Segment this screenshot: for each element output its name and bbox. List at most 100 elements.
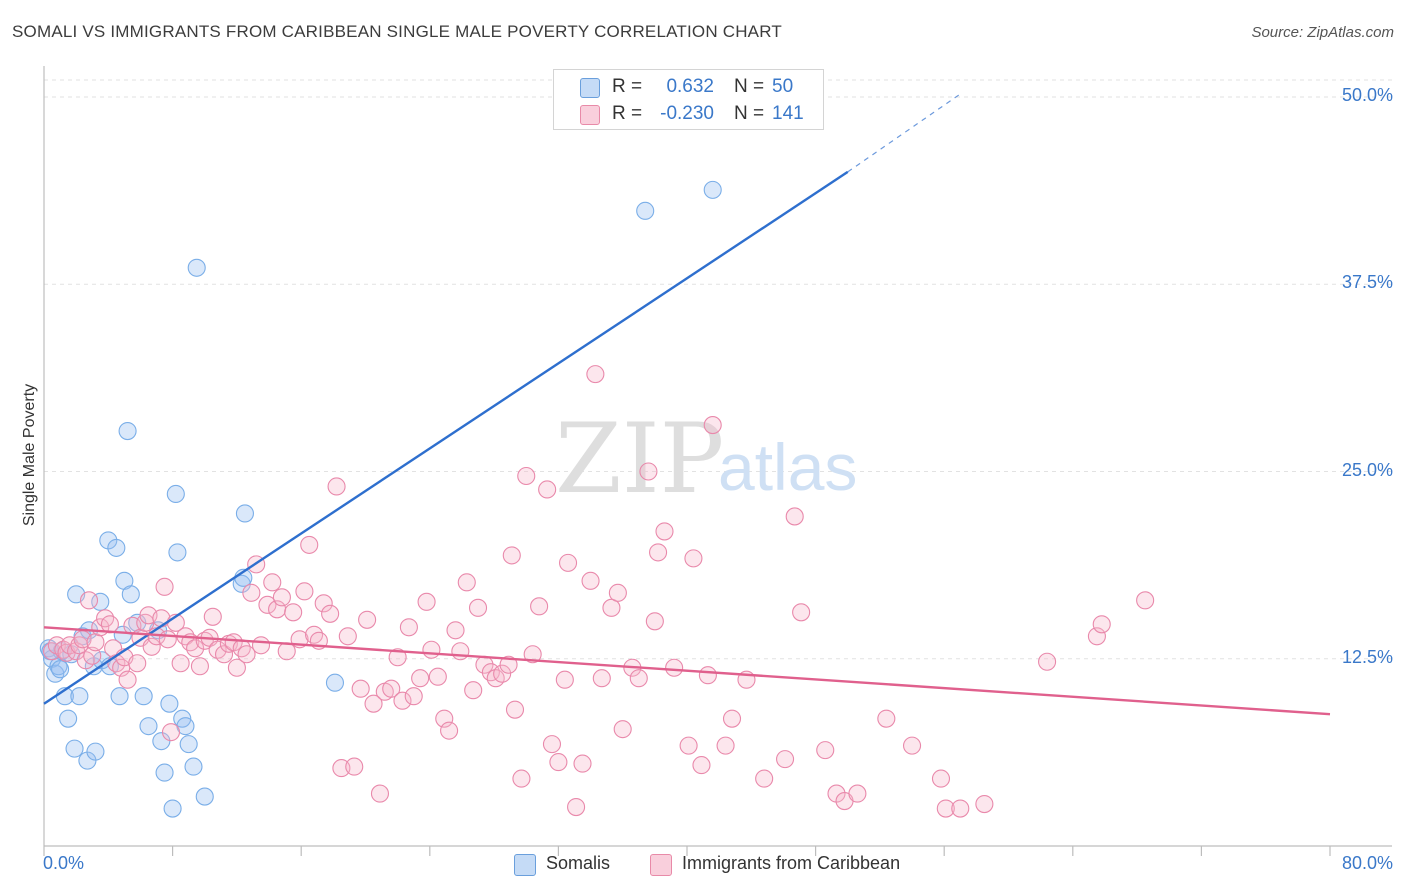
data-point — [645, 612, 664, 631]
y-tick-label: 37.5% — [1341, 272, 1393, 293]
r-label: R = — [612, 76, 643, 97]
data-point — [358, 610, 377, 629]
data-point — [792, 603, 811, 622]
data-point — [110, 687, 129, 706]
data-point — [121, 585, 140, 604]
data-point — [481, 663, 500, 682]
data-point — [1038, 652, 1057, 671]
legend-swatch-caribbean — [650, 854, 672, 876]
data-point — [592, 669, 611, 688]
data-point — [428, 667, 447, 686]
data-point — [295, 582, 314, 601]
data-point — [722, 709, 742, 728]
x-tick-label-max: 80.0% — [1341, 853, 1393, 873]
data-point — [1092, 615, 1111, 634]
data-point — [107, 538, 126, 557]
trend-line — [43, 626, 1331, 716]
data-point — [139, 717, 158, 736]
data-point — [113, 625, 132, 644]
trend-line — [43, 170, 849, 705]
data-point — [388, 648, 407, 667]
data-point — [703, 180, 722, 199]
data-point — [184, 757, 203, 776]
data-point — [166, 484, 185, 504]
data-point — [502, 546, 521, 565]
data-point — [649, 543, 668, 562]
data-point — [602, 598, 621, 617]
data-point — [505, 700, 525, 719]
chart-legend: Somalis Immigrants from Caribbean — [0, 852, 1406, 878]
data-point — [517, 466, 536, 486]
data-point — [128, 654, 147, 673]
data-point — [468, 598, 488, 617]
r-label: R = — [612, 103, 643, 124]
data-point — [404, 687, 423, 706]
r-value: 0.632 — [666, 76, 714, 97]
data-point — [65, 739, 84, 758]
data-point — [338, 627, 357, 646]
data-point — [538, 480, 557, 499]
data-point — [785, 507, 804, 526]
data-point — [629, 669, 648, 688]
data-point — [155, 763, 174, 782]
data-point — [446, 621, 465, 640]
data-point — [555, 670, 574, 689]
data-point — [263, 573, 282, 592]
data-point — [692, 756, 711, 775]
data-point — [152, 732, 171, 751]
data-point — [351, 679, 370, 698]
data-point — [411, 669, 430, 688]
y-tick-label: 50.0% — [1341, 85, 1393, 105]
data-point — [464, 681, 483, 700]
data-point — [382, 679, 401, 698]
r-value: -0.230 — [660, 103, 714, 124]
data-point — [51, 660, 70, 679]
data-point — [703, 416, 722, 435]
series-caribbean — [42, 365, 1155, 818]
data-point — [639, 462, 658, 481]
x-tick-label-min: 0.0% — [43, 853, 85, 873]
data-point — [134, 687, 153, 706]
data-point — [573, 754, 592, 773]
data-point — [816, 741, 835, 760]
legend-label: Immigrants from Caribbean — [682, 853, 901, 873]
data-point — [86, 742, 105, 761]
data-point — [187, 258, 206, 277]
data-point — [284, 603, 303, 622]
correlation-stats-box: R = 0.632 N = 50 R = -0.230 N = 141 — [553, 69, 824, 130]
stats-swatch-somalis — [580, 78, 600, 98]
watermark-atlas: atlas — [718, 430, 857, 504]
data-point — [636, 201, 655, 220]
data-point — [79, 591, 99, 610]
data-point — [567, 798, 586, 817]
data-point — [499, 655, 518, 674]
data-point — [203, 607, 222, 626]
data-point — [258, 595, 277, 614]
n-label: N = — [734, 103, 765, 124]
data-point — [118, 670, 137, 689]
trend-line-extension — [847, 93, 961, 173]
data-point — [698, 666, 717, 685]
data-point — [608, 583, 627, 602]
data-point — [422, 640, 441, 659]
data-point — [755, 769, 774, 788]
data-point — [586, 365, 605, 384]
data-point — [171, 654, 190, 673]
data-point — [451, 642, 470, 661]
n-value: 50 — [772, 76, 794, 97]
data-point — [399, 618, 418, 637]
data-point — [195, 631, 214, 650]
data-point — [235, 504, 254, 523]
stats-row-somalis: R = 0.632 N = 50 — [554, 74, 823, 100]
y-axis-label: Single Male Poverty — [21, 383, 38, 527]
data-point — [327, 477, 346, 496]
data-point — [581, 571, 600, 590]
data-point — [305, 625, 324, 644]
data-point — [951, 799, 970, 818]
n-label: N = — [734, 76, 765, 97]
data-point — [1087, 627, 1106, 646]
data-point — [523, 645, 542, 664]
data-point — [42, 642, 62, 661]
data-point — [70, 687, 89, 706]
data-point — [86, 633, 105, 652]
